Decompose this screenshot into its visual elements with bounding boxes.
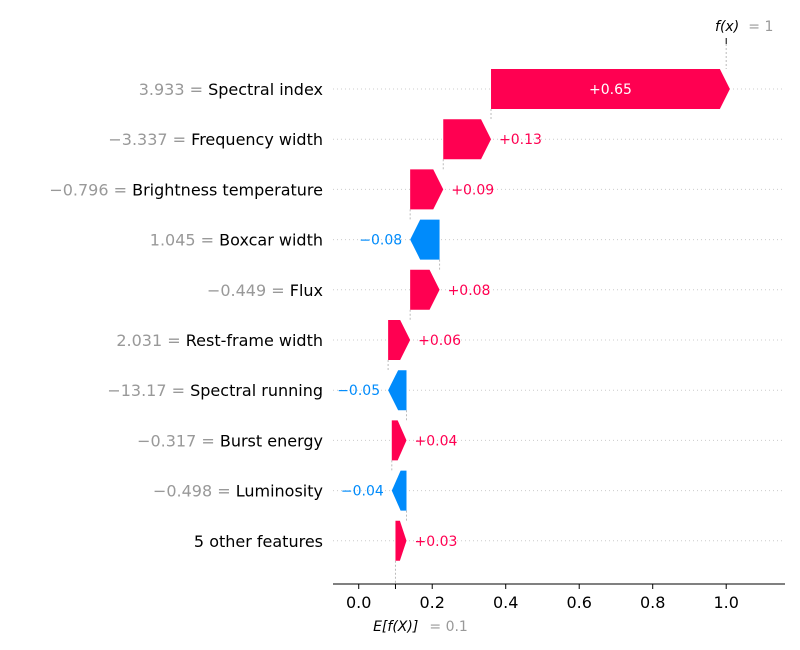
- x-tick-label: 0.6: [566, 593, 591, 612]
- contribution-bar: [410, 219, 440, 260]
- ex-symbol: E[f(X)]: [373, 619, 418, 635]
- feature-name: Burst energy: [220, 431, 323, 450]
- contribution-bar: [391, 470, 407, 511]
- feature-label: −0.796 = Brightness temperature: [49, 180, 323, 199]
- feature-name: Luminosity: [236, 482, 323, 501]
- contribution-label: +0.04: [414, 433, 457, 449]
- contribution-bar: [491, 69, 730, 109]
- feature-label: −13.17 = Spectral running: [107, 381, 323, 400]
- feature-label: 1.045 = Boxcar width: [150, 231, 323, 250]
- feature-name: 5 other features: [194, 532, 323, 551]
- contribution-labels: +0.65 +0.13 +0.09 −0.08 +0.08 +0.06 −0.05 +0.04…: [337, 82, 632, 550]
- base-value-marker: E[f(X)] = 0.1: [373, 584, 468, 635]
- x-tick-label: 0.4: [493, 593, 518, 612]
- x-tick-label: 0.0: [346, 593, 371, 612]
- contribution-label: +0.06: [418, 333, 461, 349]
- feature-label: −3.337 = Frequency width: [108, 130, 323, 149]
- fx-value: = 1: [748, 19, 773, 35]
- x-tick-label: 1.0: [713, 593, 738, 612]
- base-value-label: E[f(X)] = 0.1: [373, 616, 468, 635]
- contribution-label: +0.09: [451, 182, 494, 198]
- contribution-label: +0.65: [589, 82, 632, 98]
- feature-value: −0.796 =: [49, 180, 132, 199]
- bar-connectors: [387, 109, 492, 521]
- contribution-bar: [391, 420, 407, 461]
- feature-labels: 3.933 = Spectral index −3.337 = Frequency…: [49, 80, 323, 551]
- feature-name: Brightness temperature: [132, 180, 323, 199]
- x-axis: 0.0 0.2 0.4 0.6 0.8 1.0: [333, 583, 785, 612]
- contribution-label: −0.04: [341, 484, 384, 500]
- output-value-label: f(x) = 1: [715, 16, 773, 35]
- ex-value: = 0.1: [429, 619, 467, 635]
- feature-value: 3.933 =: [139, 80, 208, 99]
- feature-name: Frequency width: [191, 130, 323, 149]
- contribution-bar: [388, 370, 407, 411]
- feature-name: Rest-frame width: [186, 331, 323, 350]
- fx-symbol: f(x): [715, 19, 739, 35]
- contribution-label: −0.05: [337, 383, 380, 399]
- x-tick-label: 0.8: [640, 593, 665, 612]
- feature-label: −0.449 = Flux: [207, 281, 323, 300]
- feature-label: 2.031 = Rest-frame width: [116, 331, 323, 350]
- feature-value: 1.045 =: [150, 231, 219, 250]
- contribution-bar: [443, 119, 492, 160]
- feature-value: 2.031 =: [116, 331, 185, 350]
- contribution-label: −0.08: [359, 233, 402, 249]
- feature-label: −0.317 = Burst energy: [137, 431, 323, 450]
- feature-value: −13.17 =: [107, 381, 190, 400]
- output-value-marker: f(x) = 1: [715, 16, 773, 44]
- feature-label: 5 other features: [194, 532, 323, 551]
- feature-name: Spectral running: [190, 381, 323, 400]
- contribution-bars: [388, 69, 730, 561]
- x-tick-label: 0.2: [419, 593, 444, 612]
- contribution-bar: [410, 269, 440, 310]
- feature-value: −3.337 =: [108, 130, 191, 149]
- feature-name: Boxcar width: [219, 231, 323, 250]
- feature-label: 3.933 = Spectral index: [139, 80, 323, 99]
- feature-value: −0.498 =: [153, 482, 236, 501]
- contribution-label: +0.03: [414, 534, 457, 550]
- feature-name: Flux: [290, 281, 323, 300]
- feature-label: −0.498 = Luminosity: [153, 482, 323, 501]
- feature-value: −0.317 =: [137, 431, 220, 450]
- contribution-bar: [388, 320, 411, 360]
- reference-lines: [394, 44, 727, 584]
- contribution-label: +0.13: [499, 132, 542, 148]
- contribution-bar: [410, 169, 444, 210]
- contribution-bar: [395, 520, 407, 561]
- feature-value: −0.449 =: [207, 281, 290, 300]
- feature-name: Spectral index: [208, 80, 323, 99]
- contribution-label: +0.08: [448, 283, 491, 299]
